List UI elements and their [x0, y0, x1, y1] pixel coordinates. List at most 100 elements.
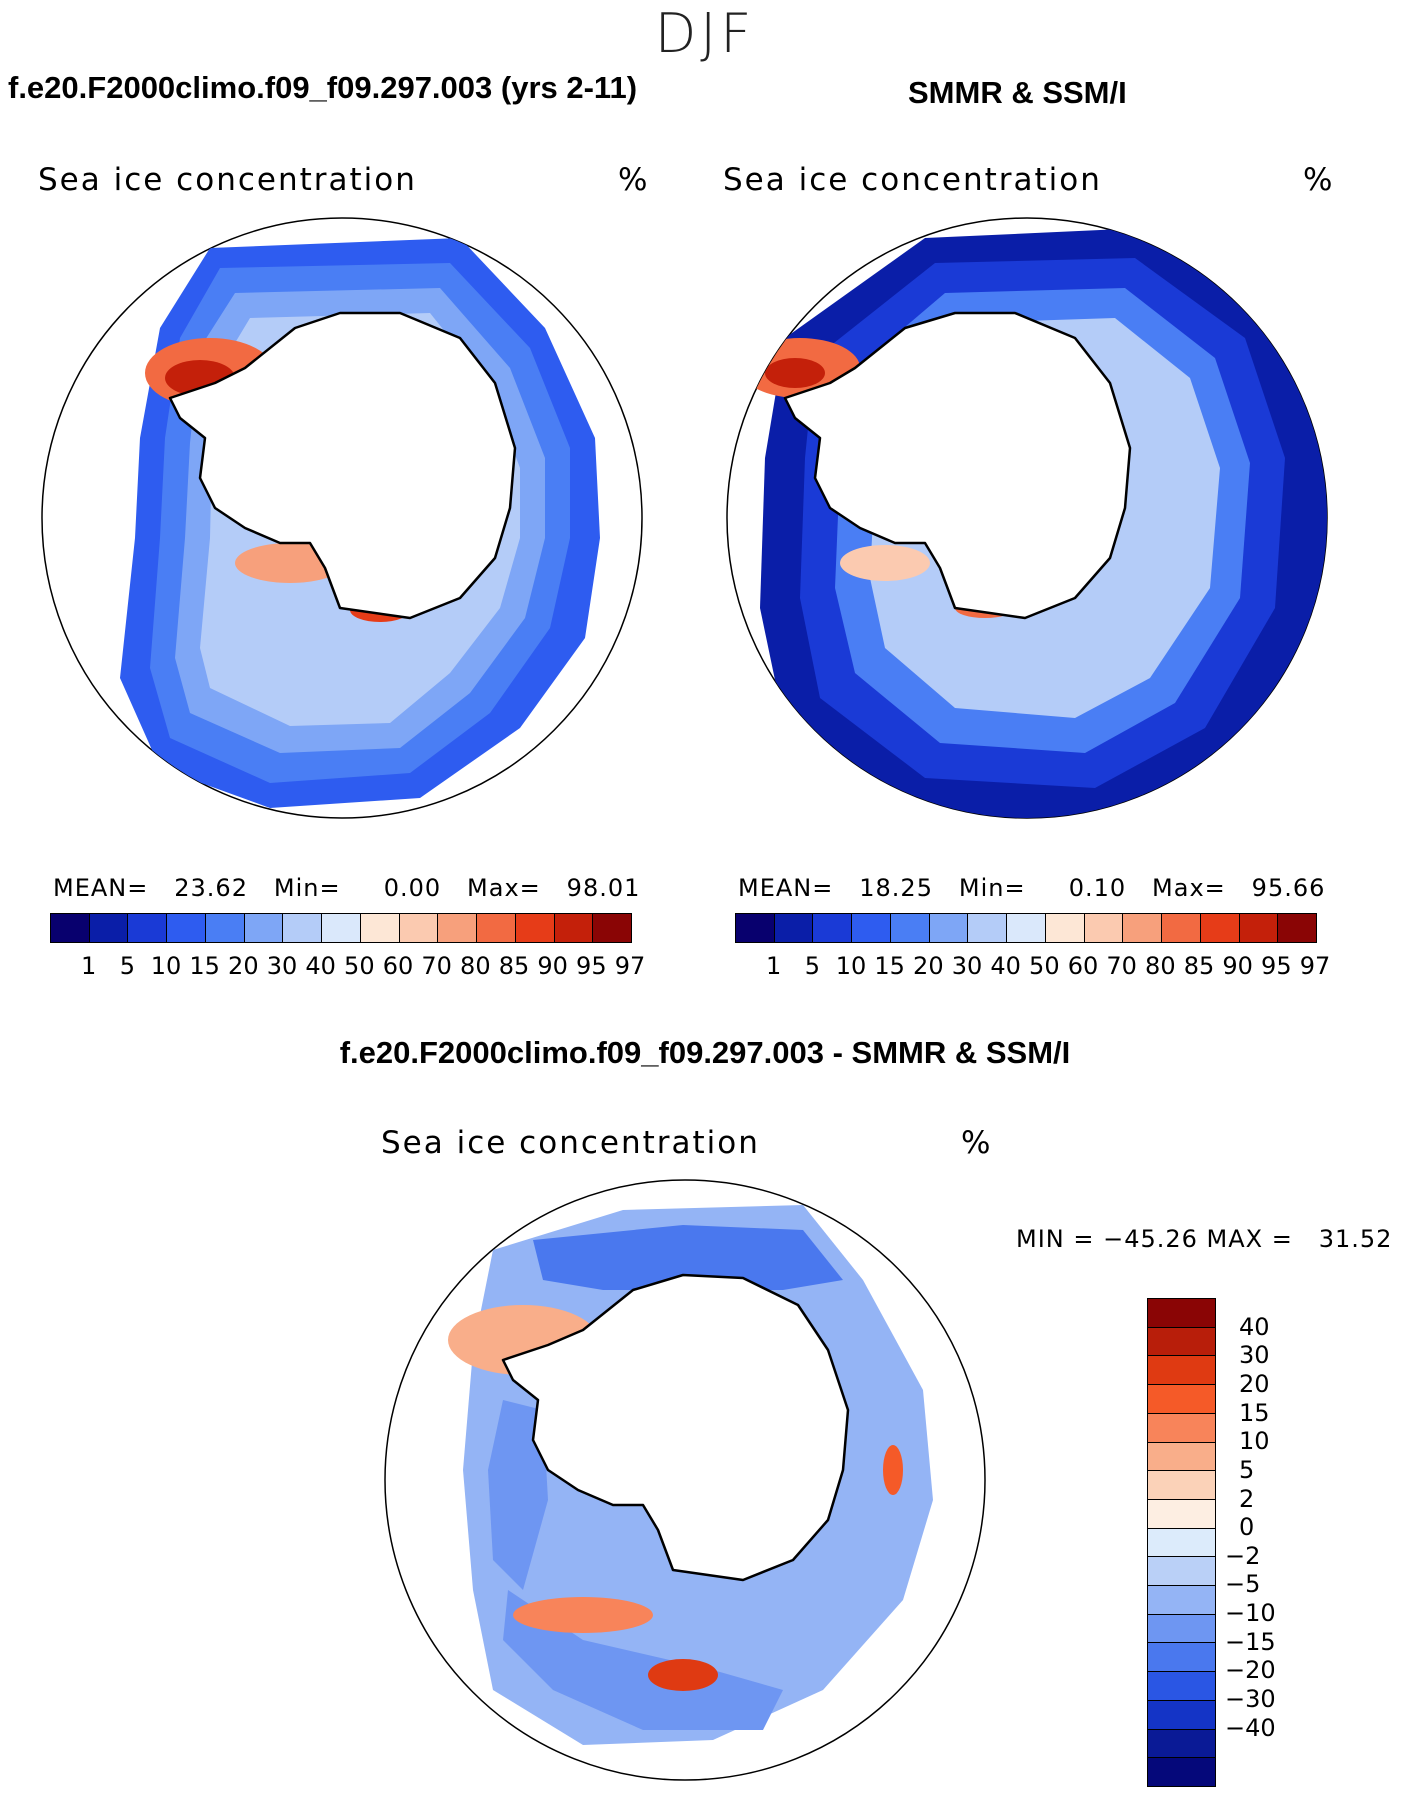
- colorbar-tick-label: 50: [344, 952, 375, 980]
- colorbar-tick-label: 60: [382, 952, 414, 980]
- colorbar-tick-label: 80: [460, 952, 491, 980]
- colorbar-tick-label: 1: [766, 952, 782, 980]
- colorbar-swatch: [322, 914, 361, 942]
- obs-units-label: %: [1303, 162, 1335, 198]
- diff-colorbar-tick-label: −15: [1225, 1627, 1276, 1656]
- diff-antarctica-landmass: [501, 1273, 850, 1582]
- model-variable-label: Sea ice concentration: [38, 162, 417, 198]
- diff-colorbar-tick-label: −2: [1225, 1541, 1261, 1570]
- colorbar-tick-label: 5: [804, 952, 820, 980]
- colorbar-swatch: [968, 914, 1008, 942]
- diff-polar-map: [384, 1179, 986, 1781]
- diff-colorbar-swatch: [1148, 1672, 1215, 1701]
- model-panel-title: f.e20.F2000climo.f09_f09.297.003 (yrs 2-…: [8, 70, 638, 105]
- colorbar-swatch: [128, 914, 168, 942]
- diff-variable-label: Sea ice concentration: [381, 1125, 760, 1161]
- colorbar-swatch: [1084, 914, 1124, 942]
- colorbar-tick-label: 30: [951, 952, 983, 980]
- colorbar-tick-label: 95: [576, 952, 607, 980]
- colorbar-swatch: [554, 914, 594, 942]
- diff-colorbar-swatch: [1148, 1299, 1215, 1328]
- colorbar-tick-label: 85: [498, 952, 530, 980]
- colorbar-swatch: [852, 914, 891, 942]
- colorbar-tick-label: 90: [537, 952, 568, 980]
- colorbar-swatch: [515, 914, 555, 942]
- model-units-label: %: [618, 162, 650, 198]
- diff-colorbar-tick-label: 5: [1239, 1455, 1255, 1484]
- diff-colorbar-tick-label: −40: [1225, 1713, 1276, 1742]
- colorbar-swatch: [1045, 914, 1085, 942]
- colorbar-tick-label: 85: [1183, 952, 1215, 980]
- colorbar-tick-label: 50: [1029, 952, 1060, 980]
- colorbar-swatch: [283, 914, 323, 942]
- colorbar-swatch: [167, 914, 206, 942]
- colorbar-tick-label: 15: [189, 952, 220, 980]
- diff-colorbar-tick-label: 10: [1239, 1427, 1270, 1456]
- diff-colorbar-swatch: [1148, 1614, 1215, 1644]
- colorbar-tick-label: 70: [421, 952, 452, 980]
- diff-colorbar-tick-label: −10: [1225, 1599, 1276, 1628]
- diff-colorbar-tick-label: 40: [1239, 1312, 1270, 1341]
- colorbar-tick-label: 97: [614, 952, 646, 980]
- diff-colorbar: [1147, 1298, 1216, 1787]
- diff-units-label: %: [961, 1125, 993, 1161]
- colorbar-swatch: [438, 914, 478, 942]
- model-colorbar: [50, 913, 632, 943]
- colorbar-swatch: [1162, 914, 1201, 942]
- diff-colorbar-tick-label: 0: [1239, 1513, 1255, 1542]
- colorbar-tick-label: 40: [990, 952, 1021, 980]
- model-stats: MEAN= 23.62 Min= 0.00 Max= 98.01: [53, 874, 641, 902]
- diff-colorbar-tick-label: 2: [1239, 1484, 1255, 1513]
- obs-stats: MEAN= 18.25 Min= 0.10 Max= 95.66: [738, 874, 1326, 902]
- colorbar-swatch: [774, 914, 814, 942]
- colorbar-swatch: [51, 914, 90, 942]
- obs-colorbar-ticks: 1 5 10 15 20 30 40 50 60 70 80 85 90 95 97: [735, 952, 1330, 982]
- obs-panel-title: SMMR & SSM/I: [908, 75, 1127, 110]
- diff-colorbar-tick-label: −5: [1225, 1570, 1261, 1599]
- diff-colorbar-tick-label: −30: [1225, 1685, 1276, 1714]
- model-colorbar-ticks: 1 5 10 15 20 30 40 50 60 70 80 85 90 95 97: [50, 952, 645, 982]
- colorbar-tick-label: 95: [1261, 952, 1292, 980]
- diff-colorbar-tick-label: 15: [1239, 1398, 1270, 1427]
- colorbar-tick-label: 10: [835, 952, 867, 980]
- diff-colorbar-swatch: [1148, 1442, 1215, 1472]
- obs-antarctica-landmass: [783, 311, 1132, 620]
- diff-colorbar-swatch: [1148, 1729, 1215, 1759]
- colorbar-swatch: [1239, 914, 1279, 942]
- diff-colorbar-swatch: [1148, 1586, 1215, 1615]
- model-polar-map: [41, 217, 643, 819]
- season-title: DJF: [654, 2, 756, 65]
- obs-colorbar: [735, 913, 1317, 943]
- obs-polar-map: [726, 217, 1328, 819]
- diff-colorbar-swatch: [1148, 1327, 1215, 1357]
- colorbar-swatch: [929, 914, 969, 942]
- diff-colorbar-tick-label: −20: [1225, 1656, 1276, 1685]
- colorbar-swatch: [477, 914, 516, 942]
- colorbar-swatch: [736, 914, 775, 942]
- colorbar-swatch: [1200, 914, 1240, 942]
- colorbar-tick-label: 10: [150, 952, 182, 980]
- diff-colorbar-swatch: [1148, 1643, 1215, 1673]
- colorbar-swatch: [1123, 914, 1163, 942]
- diff-colorbar-swatch: [1148, 1499, 1215, 1529]
- diff-colorbar-swatch: [1148, 1385, 1215, 1414]
- diff-panel-title: f.e20.F2000climo.f09_f09.297.003 - SMMR …: [339, 1035, 1071, 1070]
- diff-colorbar-swatch: [1148, 1758, 1215, 1786]
- diff-colorbar-tick-label: 30: [1239, 1341, 1270, 1370]
- diff-colorbar-swatch: [1148, 1471, 1215, 1500]
- colorbar-swatch: [244, 914, 284, 942]
- obs-variable-label: Sea ice concentration: [723, 162, 1102, 198]
- diff-colorbar-swatch: [1148, 1557, 1215, 1587]
- colorbar-swatch: [360, 914, 400, 942]
- diff-colorbar-ticks: 40 30 20 15 10 5 2 0 −2 −5 −10 −15 −20 −30 −40: [1225, 1298, 1305, 1785]
- diff-colorbar-tick-label: 20: [1239, 1369, 1270, 1398]
- colorbar-tick-label: 20: [913, 952, 944, 980]
- colorbar-tick-label: 20: [228, 952, 259, 980]
- diff-colorbar-swatch: [1148, 1700, 1215, 1730]
- colorbar-tick-label: 97: [1299, 952, 1331, 980]
- colorbar-swatch: [399, 914, 439, 942]
- colorbar-swatch: [1278, 914, 1317, 942]
- colorbar-tick-label: 5: [119, 952, 135, 980]
- colorbar-swatch: [593, 914, 632, 942]
- antarctica-landmass: [168, 311, 517, 620]
